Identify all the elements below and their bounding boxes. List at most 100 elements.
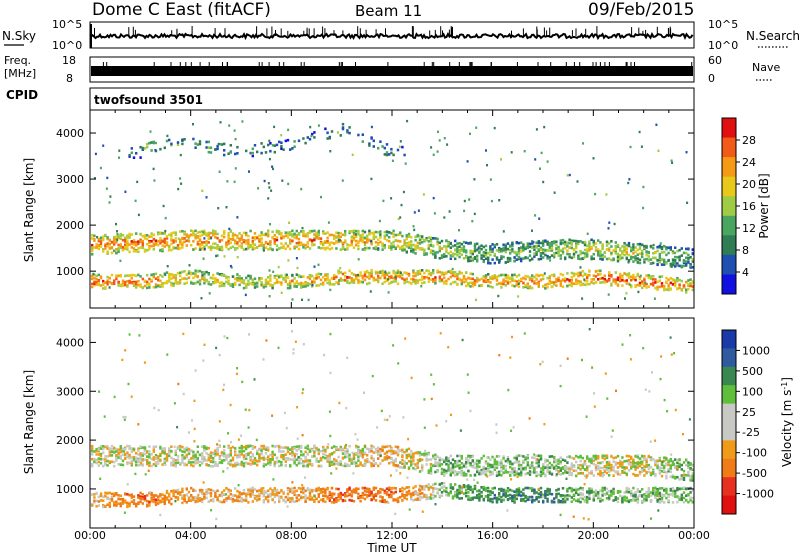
power-cell	[361, 140, 364, 143]
power-cell	[663, 288, 666, 292]
power-cell	[407, 246, 411, 249]
power-cell	[447, 244, 450, 248]
power-cell	[194, 281, 197, 285]
velocity-cell	[214, 449, 217, 452]
velocity-cell	[489, 473, 492, 477]
power-cell	[242, 286, 246, 290]
power-cell	[333, 277, 336, 280]
power-cell	[159, 232, 162, 235]
velocity-cell	[390, 457, 393, 461]
power-cell	[471, 220, 474, 223]
velocity-cell	[627, 461, 631, 465]
velocity-cell	[588, 459, 591, 463]
power-cell	[691, 266, 694, 269]
velocity-cell	[104, 461, 107, 465]
power-cell	[220, 281, 224, 285]
velocity-cell	[396, 451, 400, 454]
power-cell	[550, 280, 554, 284]
power-cell	[659, 242, 662, 245]
power-cell	[557, 279, 560, 282]
power-cell	[445, 279, 448, 283]
velocity-cell	[601, 456, 604, 459]
power-cell	[685, 291, 688, 294]
power-cell	[390, 276, 393, 279]
power-cell	[539, 246, 543, 250]
velocity-cell	[161, 450, 164, 453]
power-cell	[170, 232, 173, 235]
velocity-cell	[495, 463, 499, 466]
velocity-cell	[361, 464, 364, 467]
power-cell	[390, 242, 393, 245]
power-cell	[535, 273, 538, 277]
power-cell	[214, 246, 217, 250]
power-cell	[658, 255, 661, 258]
velocity-cell	[480, 468, 483, 472]
velocity-cell	[484, 470, 488, 473]
power-cell	[234, 281, 237, 285]
velocity-cell	[570, 464, 573, 467]
power-cell	[91, 234, 94, 237]
power-cell	[357, 273, 359, 277]
power-cell	[225, 280, 228, 284]
power-cell	[434, 282, 437, 285]
power-cell	[427, 240, 430, 243]
power-cell	[288, 221, 291, 224]
velocity-cell	[520, 473, 523, 477]
power-cell	[119, 259, 122, 262]
power-cell	[135, 232, 138, 235]
velocity-cell	[447, 459, 450, 463]
velocity-cell	[443, 474, 446, 477]
power-cell	[379, 140, 382, 143]
power-cell	[161, 232, 164, 235]
power-cell	[448, 210, 451, 213]
velocity-cell	[500, 464, 503, 467]
power-cell	[258, 276, 261, 280]
velocity-cell	[348, 457, 351, 461]
power-cell	[249, 277, 252, 280]
power-cell	[601, 247, 604, 251]
power-cell	[348, 230, 351, 233]
velocity-cell	[251, 453, 254, 456]
velocity-cell	[482, 468, 485, 471]
power-cell	[542, 248, 545, 251]
velocity-cell	[520, 468, 523, 471]
velocity-cell	[647, 470, 650, 474]
power-cell	[304, 282, 307, 286]
power-cell	[429, 244, 433, 247]
power-cell	[366, 282, 369, 286]
velocity-cell	[643, 474, 646, 477]
power-cell	[245, 247, 248, 251]
power-cell	[346, 129, 349, 132]
power-cell	[396, 275, 400, 278]
power-cell	[473, 281, 477, 285]
power-cell	[218, 273, 221, 276]
power-cell	[663, 244, 666, 248]
velocity-cell	[328, 458, 331, 462]
power-cell	[161, 275, 164, 278]
velocity-cell	[665, 471, 668, 474]
power-cell	[139, 240, 142, 243]
power-cell	[469, 272, 472, 275]
velocity-cell	[91, 447, 94, 451]
power-cell	[407, 235, 411, 238]
power-cell	[460, 280, 463, 284]
velocity-cell	[91, 462, 94, 466]
velocity-cell	[330, 460, 334, 464]
velocity-cell	[643, 469, 646, 472]
power-cell	[247, 242, 250, 245]
power-cell	[249, 274, 252, 278]
power-cell	[465, 251, 468, 254]
velocity-cell	[592, 462, 595, 466]
power-cell	[515, 280, 518, 283]
power-cell	[176, 282, 180, 285]
power-cell	[126, 237, 129, 240]
velocity-cell	[388, 449, 391, 453]
power-cell	[146, 142, 149, 146]
velocity-cell	[557, 462, 560, 465]
power-cell	[568, 173, 571, 177]
power-cell	[119, 234, 122, 238]
velocity-cell	[161, 447, 164, 451]
power-cell	[429, 251, 433, 255]
power-cell	[632, 276, 635, 279]
velocity-cell	[429, 472, 433, 475]
